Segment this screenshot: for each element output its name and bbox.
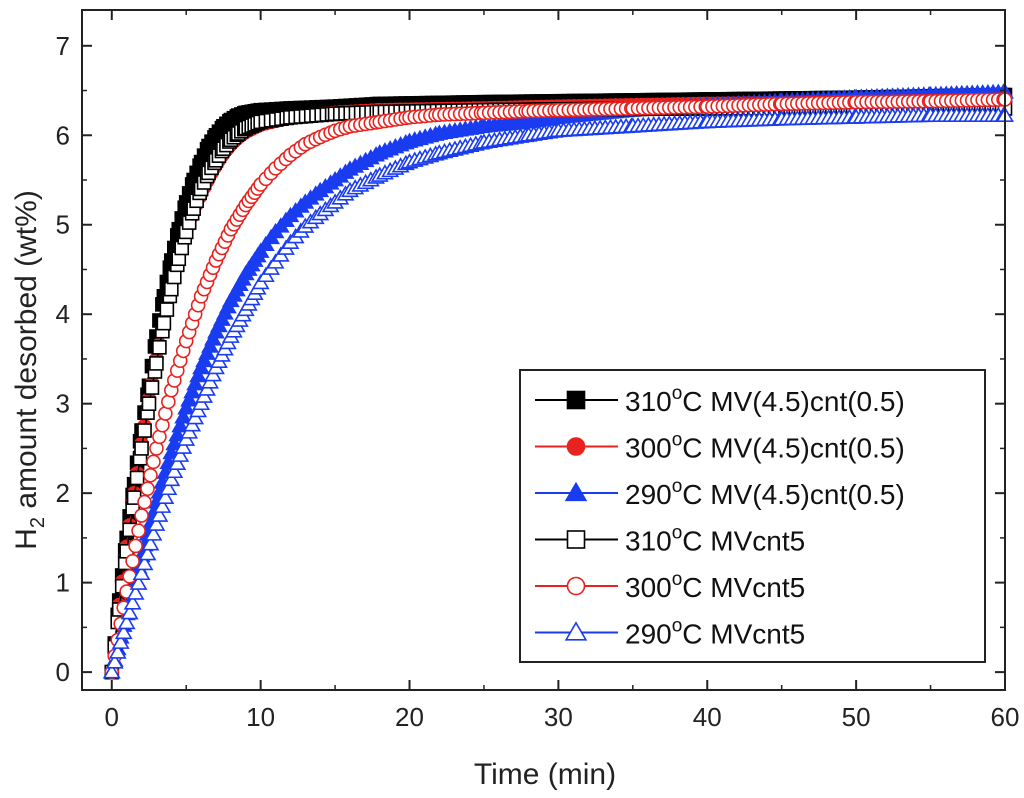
y-tick-label: 6 [56, 120, 70, 150]
series-5 [102, 106, 1014, 679]
data-point [186, 374, 205, 391]
data-point [171, 417, 190, 433]
data-point [150, 506, 169, 522]
y-tick-label: 1 [56, 568, 70, 598]
data-point [135, 554, 154, 571]
x-tick-label: 10 [246, 702, 275, 732]
data-point [152, 340, 167, 355]
legend-marker [566, 390, 586, 410]
legend-marker [566, 576, 586, 596]
data-point [144, 380, 160, 395]
data-point [189, 366, 208, 383]
data-point [111, 633, 130, 649]
legend-label: 290oC MVcnt5 [625, 616, 805, 650]
legend-marker [566, 437, 586, 456]
data-point [138, 544, 157, 561]
data-point [177, 399, 196, 415]
legend-marker [566, 530, 586, 549]
data-point [134, 441, 149, 456]
y-tick-label: 4 [56, 299, 70, 329]
x-tick-label: 0 [105, 702, 119, 732]
y-tick-label: 3 [56, 389, 70, 419]
data-point [137, 423, 152, 438]
x-tick-label: 40 [693, 702, 722, 732]
data-point [183, 383, 202, 399]
data-point [146, 454, 161, 470]
legend-marker [564, 481, 588, 502]
data-point [165, 462, 184, 479]
data-point [165, 434, 184, 451]
axes-layer: 0 10 20 30 40 50 60 0 1 2 3 4 5 6 7 [56, 9, 1020, 732]
data-point [159, 479, 178, 496]
data-point [174, 408, 193, 424]
data-point [147, 515, 166, 531]
data-point [180, 391, 199, 407]
data-point [125, 553, 140, 569]
data-point [140, 481, 155, 496]
legend-box [519, 369, 986, 663]
x-tick-label: 50 [842, 702, 871, 732]
legend-label: 300oC MVcnt5 [625, 569, 805, 603]
plot-frame [81, 9, 1006, 691]
legend-label: 290oC MV(4.5)cnt(0.5) [625, 476, 905, 510]
data-point [167, 269, 182, 285]
data-point [117, 613, 136, 630]
legend-label: 310oC MV(4.5)cnt(0.5) [625, 383, 905, 417]
data-point [168, 454, 187, 470]
legend-marker [564, 621, 588, 641]
data-point [156, 488, 175, 504]
data-point [102, 663, 121, 679]
data-point [137, 494, 152, 510]
data-point [174, 438, 193, 454]
y-tick-label: 2 [56, 478, 70, 508]
data-point [162, 470, 181, 487]
data-point [164, 281, 179, 297]
data-point [122, 569, 137, 584]
data-point [159, 302, 175, 317]
data-point [123, 594, 142, 610]
data-point [144, 525, 163, 541]
data-point [141, 396, 157, 411]
y-tick-label: 7 [56, 31, 70, 61]
data-point [131, 523, 146, 539]
x-axis-title: Time (min) [474, 758, 616, 791]
data-point [153, 497, 172, 513]
data-point [134, 508, 149, 523]
data-point [143, 467, 158, 483]
legend-label: 300oC MV(4.5)cnt(0.5) [625, 430, 905, 464]
series-4 [104, 92, 1013, 680]
data-point [108, 643, 127, 659]
data-point [132, 564, 151, 581]
data-point [171, 446, 190, 462]
data-point [105, 653, 124, 669]
x-tick-label: 60 [991, 702, 1020, 732]
x-tick-label: 30 [544, 702, 573, 732]
x-tick-label: 20 [395, 702, 424, 732]
data-point [120, 604, 139, 620]
data-point [156, 315, 172, 331]
data-point [129, 470, 145, 486]
legend: 310oC MV(4.5)cnt(0.5) 300oC MV(4.5)cnt(0.… [519, 369, 986, 663]
data-point [149, 356, 164, 371]
data-point [128, 538, 143, 554]
data-point [126, 584, 145, 600]
y-tick-label: 5 [56, 210, 70, 240]
y-tick-label: 0 [56, 657, 70, 687]
data-point [129, 574, 148, 590]
legend-label: 310oC MVcnt5 [625, 523, 805, 557]
data-point [114, 623, 133, 640]
series-layer [102, 83, 1014, 680]
data-point [141, 535, 160, 551]
data-point [162, 443, 181, 460]
y-axis-title: H2 amount desorbed (wt%) [10, 190, 49, 550]
